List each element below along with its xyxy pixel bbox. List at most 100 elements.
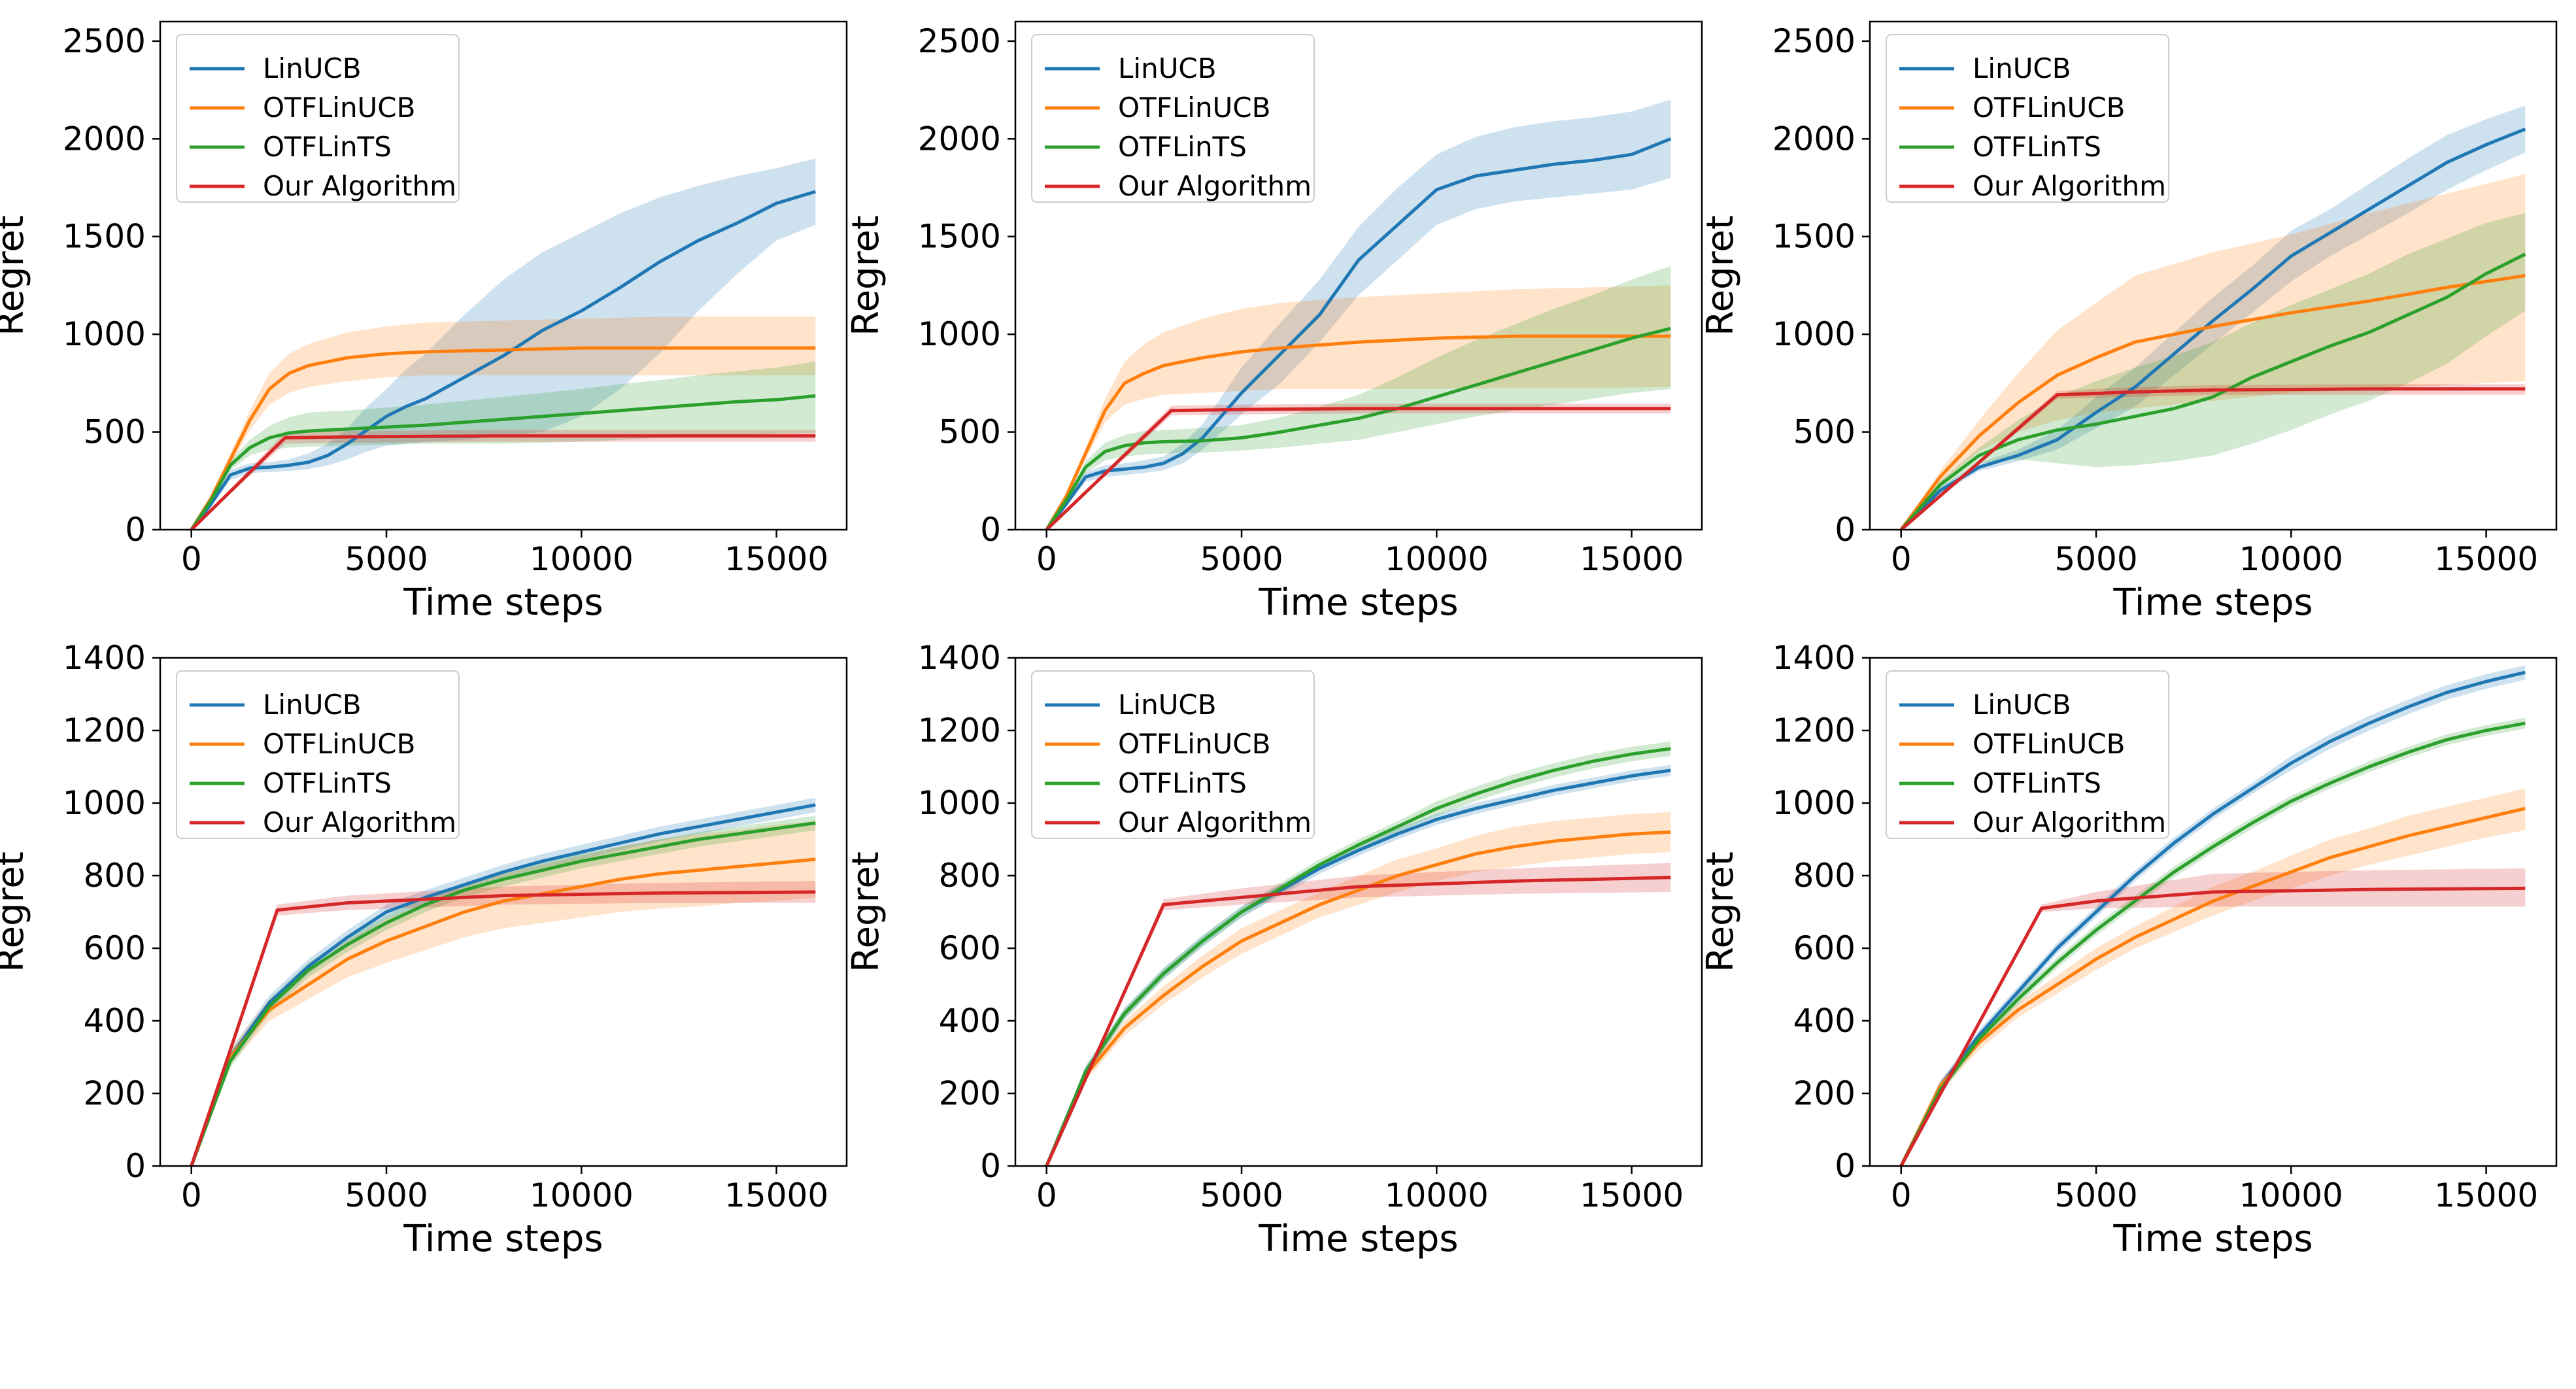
legend-label-our-algorithm: Our Algorithm	[263, 170, 456, 202]
y-axis-title: Regret	[845, 851, 887, 972]
y-tick-label: 1500	[918, 218, 1001, 256]
x-tick-label: 15000	[1580, 540, 1684, 578]
y-axis-title: Regret	[0, 215, 32, 336]
series-line-otflints	[1899, 721, 2526, 1166]
legend: LinUCB OTFLinUCB OTFLinTS Our Algorithm	[1031, 670, 1315, 839]
band-otflinucb	[1046, 285, 1671, 530]
x-tick-label: 0	[1891, 1176, 1912, 1214]
y-tick-label: 1200	[918, 712, 1001, 749]
series-line-otflints	[1045, 747, 1671, 1166]
band-otflinucb	[1901, 788, 2526, 1166]
series-line-otflints	[1899, 252, 2526, 530]
legend-label-otflinucb: OTFLinUCB	[1118, 92, 1270, 124]
x-tick-label: 10000	[1385, 540, 1489, 578]
series-line-otflinucb	[1045, 334, 1671, 530]
x-tick-label: 5000	[1200, 1176, 1283, 1214]
x-tick-label: 10000	[530, 1176, 634, 1214]
y-tick-label: 1000	[1772, 784, 1856, 822]
chart-panel-2: 0 5000 10000 15000 0 500 1000 1500 2000 2500 Time …	[845, 20, 1703, 624]
band-our-algorithm	[1901, 868, 2526, 1166]
x-tick-label: 5000	[345, 540, 428, 578]
legend-label-otflints: OTFLinTS	[1973, 767, 2101, 799]
legend-label-our-algorithm: Our Algorithm	[1118, 806, 1312, 838]
y-tick-label: 0	[1835, 511, 1856, 549]
chart-panel-1: 0 5000 10000 15000 0 500 1000 1500 2000 2500 Time …	[0, 20, 848, 624]
x-axis-title: Time steps	[2112, 581, 2313, 624]
band-our-algorithm	[191, 430, 816, 530]
x-tick-label: 10000	[2239, 1176, 2343, 1214]
y-tick-label: 200	[84, 1074, 146, 1112]
legend-label-otflinucb: OTFLinUCB	[263, 92, 415, 124]
x-tick-label: 5000	[2054, 1176, 2137, 1214]
legend-label-linucb: LinUCB	[1118, 689, 1217, 721]
legend-label-otflints: OTFLinTS	[263, 767, 392, 799]
y-tick-label: 600	[1793, 929, 1856, 967]
y-axis-title: Regret	[845, 215, 887, 336]
y-tick-label: 1500	[1772, 218, 1856, 256]
x-axis-title: Time steps	[403, 581, 603, 624]
y-tick-label: 400	[1793, 1002, 1856, 1040]
y-tick-label: 1200	[63, 712, 146, 749]
band-otflinucb	[1901, 174, 2526, 530]
y-tick-label: 800	[939, 857, 1001, 895]
x-tick-label: 5000	[1200, 540, 1283, 578]
y-tick-label: 1200	[1772, 712, 1856, 749]
x-tick-label: 0	[181, 540, 202, 578]
y-tick-label: 1000	[918, 315, 1001, 353]
series-line-otflinucb	[1899, 274, 2526, 530]
y-tick-label: 500	[939, 413, 1001, 451]
y-tick-label: 2500	[1772, 22, 1856, 60]
y-tick-label: 600	[939, 929, 1001, 967]
band-otflints	[1046, 266, 1671, 530]
series-line-otflinucb	[1899, 806, 2526, 1166]
series-line-linucb	[190, 803, 816, 1166]
y-tick-label: 0	[125, 511, 146, 549]
band-otflints	[191, 815, 816, 1166]
x-tick-label: 15000	[2434, 1176, 2538, 1214]
legend: LinUCB OTFLinUCB OTFLinTS Our Algorithm	[1886, 670, 2169, 839]
y-axis-title: Regret	[0, 851, 32, 972]
legend-label-otflints: OTFLinTS	[1973, 131, 2101, 163]
y-tick-label: 2500	[918, 22, 1001, 60]
x-tick-label: 15000	[2434, 540, 2538, 578]
series-line-linucb	[190, 190, 817, 530]
series-line-our-algorithm	[1899, 886, 2526, 1166]
plot-area	[190, 158, 817, 530]
legend-label-otflinucb: OTFLinUCB	[1973, 92, 2125, 124]
y-tick-label: 1400	[63, 639, 146, 677]
series-line-our-algorithm	[1045, 876, 1671, 1166]
legend-label-otflinucb: OTFLinUCB	[1973, 728, 2125, 760]
legend-label-our-algorithm: Our Algorithm	[1973, 806, 2166, 838]
band-linucb	[1901, 105, 2526, 530]
x-tick-label: 15000	[1580, 1176, 1684, 1214]
series-line-otflinucb	[190, 857, 816, 1166]
legend-label-our-algorithm: Our Algorithm	[1118, 170, 1312, 202]
series-line-otflinucb	[190, 346, 816, 530]
legend-label-otflints: OTFLinTS	[1118, 767, 1247, 799]
x-axis-title: Time steps	[1258, 581, 1458, 624]
plot-frame	[1869, 20, 2558, 531]
y-axis-title: Regret	[1699, 215, 1742, 336]
legend-box	[1886, 670, 2169, 839]
legend-box	[176, 34, 460, 203]
series-line-our-algorithm	[1045, 407, 1671, 530]
band-otflints	[1901, 213, 2526, 530]
legend: LinUCB OTFLinUCB OTFLinTS Our Algorithm	[176, 34, 460, 203]
band-linucb	[1046, 99, 1671, 530]
plot-frame	[1869, 657, 2558, 1167]
series-line-linucb	[1899, 128, 2526, 530]
y-tick-label: 200	[939, 1074, 1001, 1112]
series-line-linucb	[1899, 670, 2526, 1166]
series-line-our-algorithm	[1900, 387, 2526, 530]
plot-frame	[1014, 657, 1703, 1167]
y-tick-label: 0	[980, 1147, 1001, 1185]
band-otflinucb	[1046, 812, 1671, 1166]
chart-panel-6: 0 5000 10000 15000 0 200 400 600 800 1000 1200 1400…	[1699, 639, 2558, 1260]
y-tick-label: 2000	[63, 120, 146, 158]
legend-box	[1031, 670, 1315, 839]
chart-panel-5: 0 5000 10000 15000 0 200 400 600 800 1000 1200 1400…	[845, 639, 1703, 1260]
plot-area	[1899, 665, 2526, 1166]
legend-label-linucb: LinUCB	[1973, 689, 2071, 721]
y-tick-label: 2000	[1772, 120, 1856, 158]
band-otflinucb	[191, 317, 816, 530]
